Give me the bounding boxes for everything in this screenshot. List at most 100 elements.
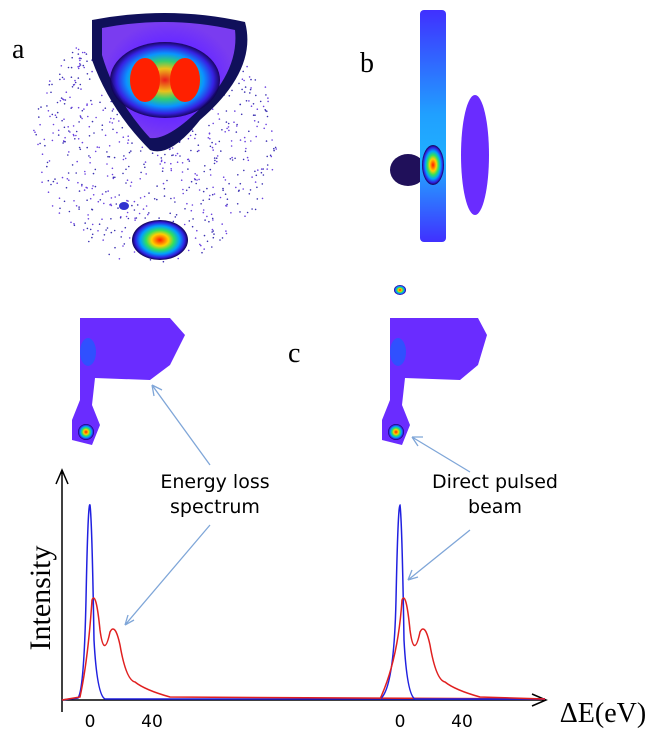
scatter-dot [170, 197, 172, 200]
scatter-dot [206, 215, 208, 218]
scatter-dot [213, 233, 215, 235]
scatter-dot [170, 169, 173, 172]
scatter-dot [72, 133, 75, 136]
beam-image [130, 58, 160, 102]
scatter-dot [211, 228, 214, 231]
scatter-dot [144, 161, 147, 163]
scatter-dot [187, 168, 189, 170]
scatter-dot [46, 105, 48, 107]
scatter-dot [247, 159, 250, 162]
scatter-dot [82, 64, 85, 67]
scatter-dot [185, 189, 188, 192]
scatter-dot [256, 186, 258, 189]
scatter-dot [67, 66, 70, 69]
panel-label: b [360, 48, 374, 79]
scatter-dot [200, 244, 202, 247]
scatter-dot [82, 229, 85, 231]
scatter-dot [79, 83, 82, 86]
scatter-dot [246, 211, 249, 214]
scatter-dot [266, 155, 269, 158]
scatter-dot [68, 151, 70, 153]
scatter-dot [66, 178, 69, 180]
scatter-dot [206, 187, 208, 190]
scatter-dot [114, 196, 116, 198]
scatter-dot [173, 197, 175, 199]
scatter-dot [251, 208, 253, 210]
scatter-dot [190, 209, 193, 212]
scatter-dot [133, 209, 136, 211]
scatter-dot [212, 149, 214, 151]
scatter-dot [234, 110, 236, 112]
scatter-dot [129, 185, 132, 187]
scatter-dot [179, 155, 181, 157]
scatter-dot [273, 149, 275, 152]
scatter-dot [54, 114, 57, 116]
scatter-dot [225, 230, 227, 232]
scatter-dot [267, 100, 269, 103]
scatter-dot [117, 207, 119, 209]
scatter-dot [187, 249, 190, 252]
scatter-dot [140, 171, 142, 174]
scatter-dot [124, 226, 127, 229]
scatter-dot [52, 123, 55, 126]
scatter-dot [209, 145, 212, 148]
scatter-dot [77, 106, 80, 109]
scatter-dot [186, 202, 188, 205]
scatter-dot [245, 147, 247, 150]
scatter-dot [112, 108, 115, 110]
scatter-dot [94, 168, 97, 171]
scatter-dot [65, 91, 68, 93]
scatter-dot [181, 162, 184, 164]
scatter-dot [174, 216, 177, 218]
scatter-dot [125, 215, 128, 218]
scatter-dot [46, 92, 48, 94]
scatter-dot [239, 139, 242, 141]
scatter-dot [206, 240, 209, 243]
scatter-dot [241, 88, 243, 91]
scatter-dot [78, 146, 81, 149]
scatter-dot [144, 166, 146, 169]
scatter-dot [84, 173, 86, 175]
scatter-dot [147, 213, 149, 216]
scatter-dot [112, 128, 114, 131]
scatter-dot [212, 122, 214, 125]
scatter-dot [201, 251, 203, 254]
scatter-dot [164, 161, 166, 164]
scatter-dot [69, 96, 71, 99]
scatter-dot [251, 176, 253, 178]
scatter-dot [103, 202, 105, 205]
scatter-dot [127, 217, 130, 220]
scatter-dot [163, 187, 166, 190]
scatter-dot [47, 179, 50, 182]
scatter-dot [73, 223, 75, 225]
scatter-dot [144, 217, 146, 219]
scatter-dot [68, 179, 70, 181]
scatter-dot [51, 83, 53, 86]
scatter-dot [257, 121, 260, 123]
scatter-dot [273, 147, 275, 150]
scatter-dot [182, 188, 184, 191]
scatter-dot [256, 125, 258, 128]
scatter-dot [171, 147, 174, 149]
scatter-dot [221, 237, 224, 239]
scatter-dot [224, 193, 227, 195]
scatter-dot [219, 196, 222, 199]
scatter-dot [71, 106, 73, 109]
scatter-dot [271, 139, 273, 141]
scatter-dot [225, 110, 228, 112]
scatter-dot [79, 64, 82, 66]
scatter-dot [161, 170, 164, 172]
scatter-dot [110, 203, 112, 206]
scatter-dot [176, 161, 179, 163]
scatter-dot [211, 146, 214, 149]
scatter-dot [79, 148, 82, 151]
scatter-dot [98, 223, 101, 225]
scatter-dot [175, 214, 178, 216]
scatter-dot [125, 182, 127, 184]
scatter-dot [63, 200, 66, 203]
scatter-dot [81, 141, 84, 144]
scatter-dot [89, 228, 92, 231]
scatter-dot [266, 115, 269, 118]
scatter-dot [90, 99, 92, 102]
scatter-dot [133, 200, 136, 203]
